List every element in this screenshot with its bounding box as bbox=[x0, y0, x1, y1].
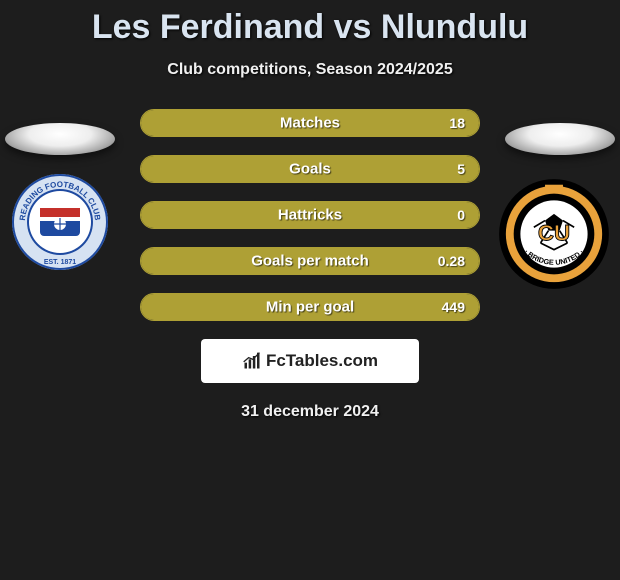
stat-row: Matches 18 bbox=[140, 109, 480, 137]
page-title: Les Ferdinand vs Nlundulu bbox=[0, 0, 620, 47]
stat-row: Hattricks 0 bbox=[140, 201, 480, 229]
right-club-badge: CU · BRIDGE UNITED · bbox=[498, 178, 610, 290]
stat-value-right: 0 bbox=[457, 207, 465, 223]
stat-row: Goals 5 bbox=[140, 155, 480, 183]
stat-label: Matches bbox=[280, 115, 340, 132]
date-text: 31 december 2024 bbox=[0, 403, 620, 421]
svg-text:CU: CU bbox=[538, 221, 570, 246]
svg-text:EST. 1871: EST. 1871 bbox=[44, 259, 76, 266]
stat-value-right: 449 bbox=[442, 299, 465, 315]
chart-icon bbox=[242, 351, 262, 371]
stat-value-right: 0.28 bbox=[438, 253, 465, 269]
left-club-badge: READING FOOTBALL CLUB EST. 1871 bbox=[10, 172, 110, 272]
stat-label: Goals bbox=[289, 161, 331, 178]
stat-label: Hattricks bbox=[278, 207, 342, 224]
stat-label: Goals per match bbox=[251, 253, 369, 270]
stat-row: Goals per match 0.28 bbox=[140, 247, 480, 275]
stat-label: Min per goal bbox=[266, 299, 354, 316]
stat-row: Min per goal 449 bbox=[140, 293, 480, 321]
brand-box[interactable]: FcTables.com bbox=[201, 339, 419, 383]
brand-text: FcTables.com bbox=[266, 351, 378, 371]
left-plate bbox=[5, 123, 115, 155]
stats-container: Matches 18 Goals 5 Hattricks 0 Goals per match… bbox=[140, 109, 480, 321]
stat-value-right: 18 bbox=[449, 115, 465, 131]
right-plate bbox=[505, 123, 615, 155]
stat-value-right: 5 bbox=[457, 161, 465, 177]
subtitle: Club competitions, Season 2024/2025 bbox=[0, 61, 620, 79]
